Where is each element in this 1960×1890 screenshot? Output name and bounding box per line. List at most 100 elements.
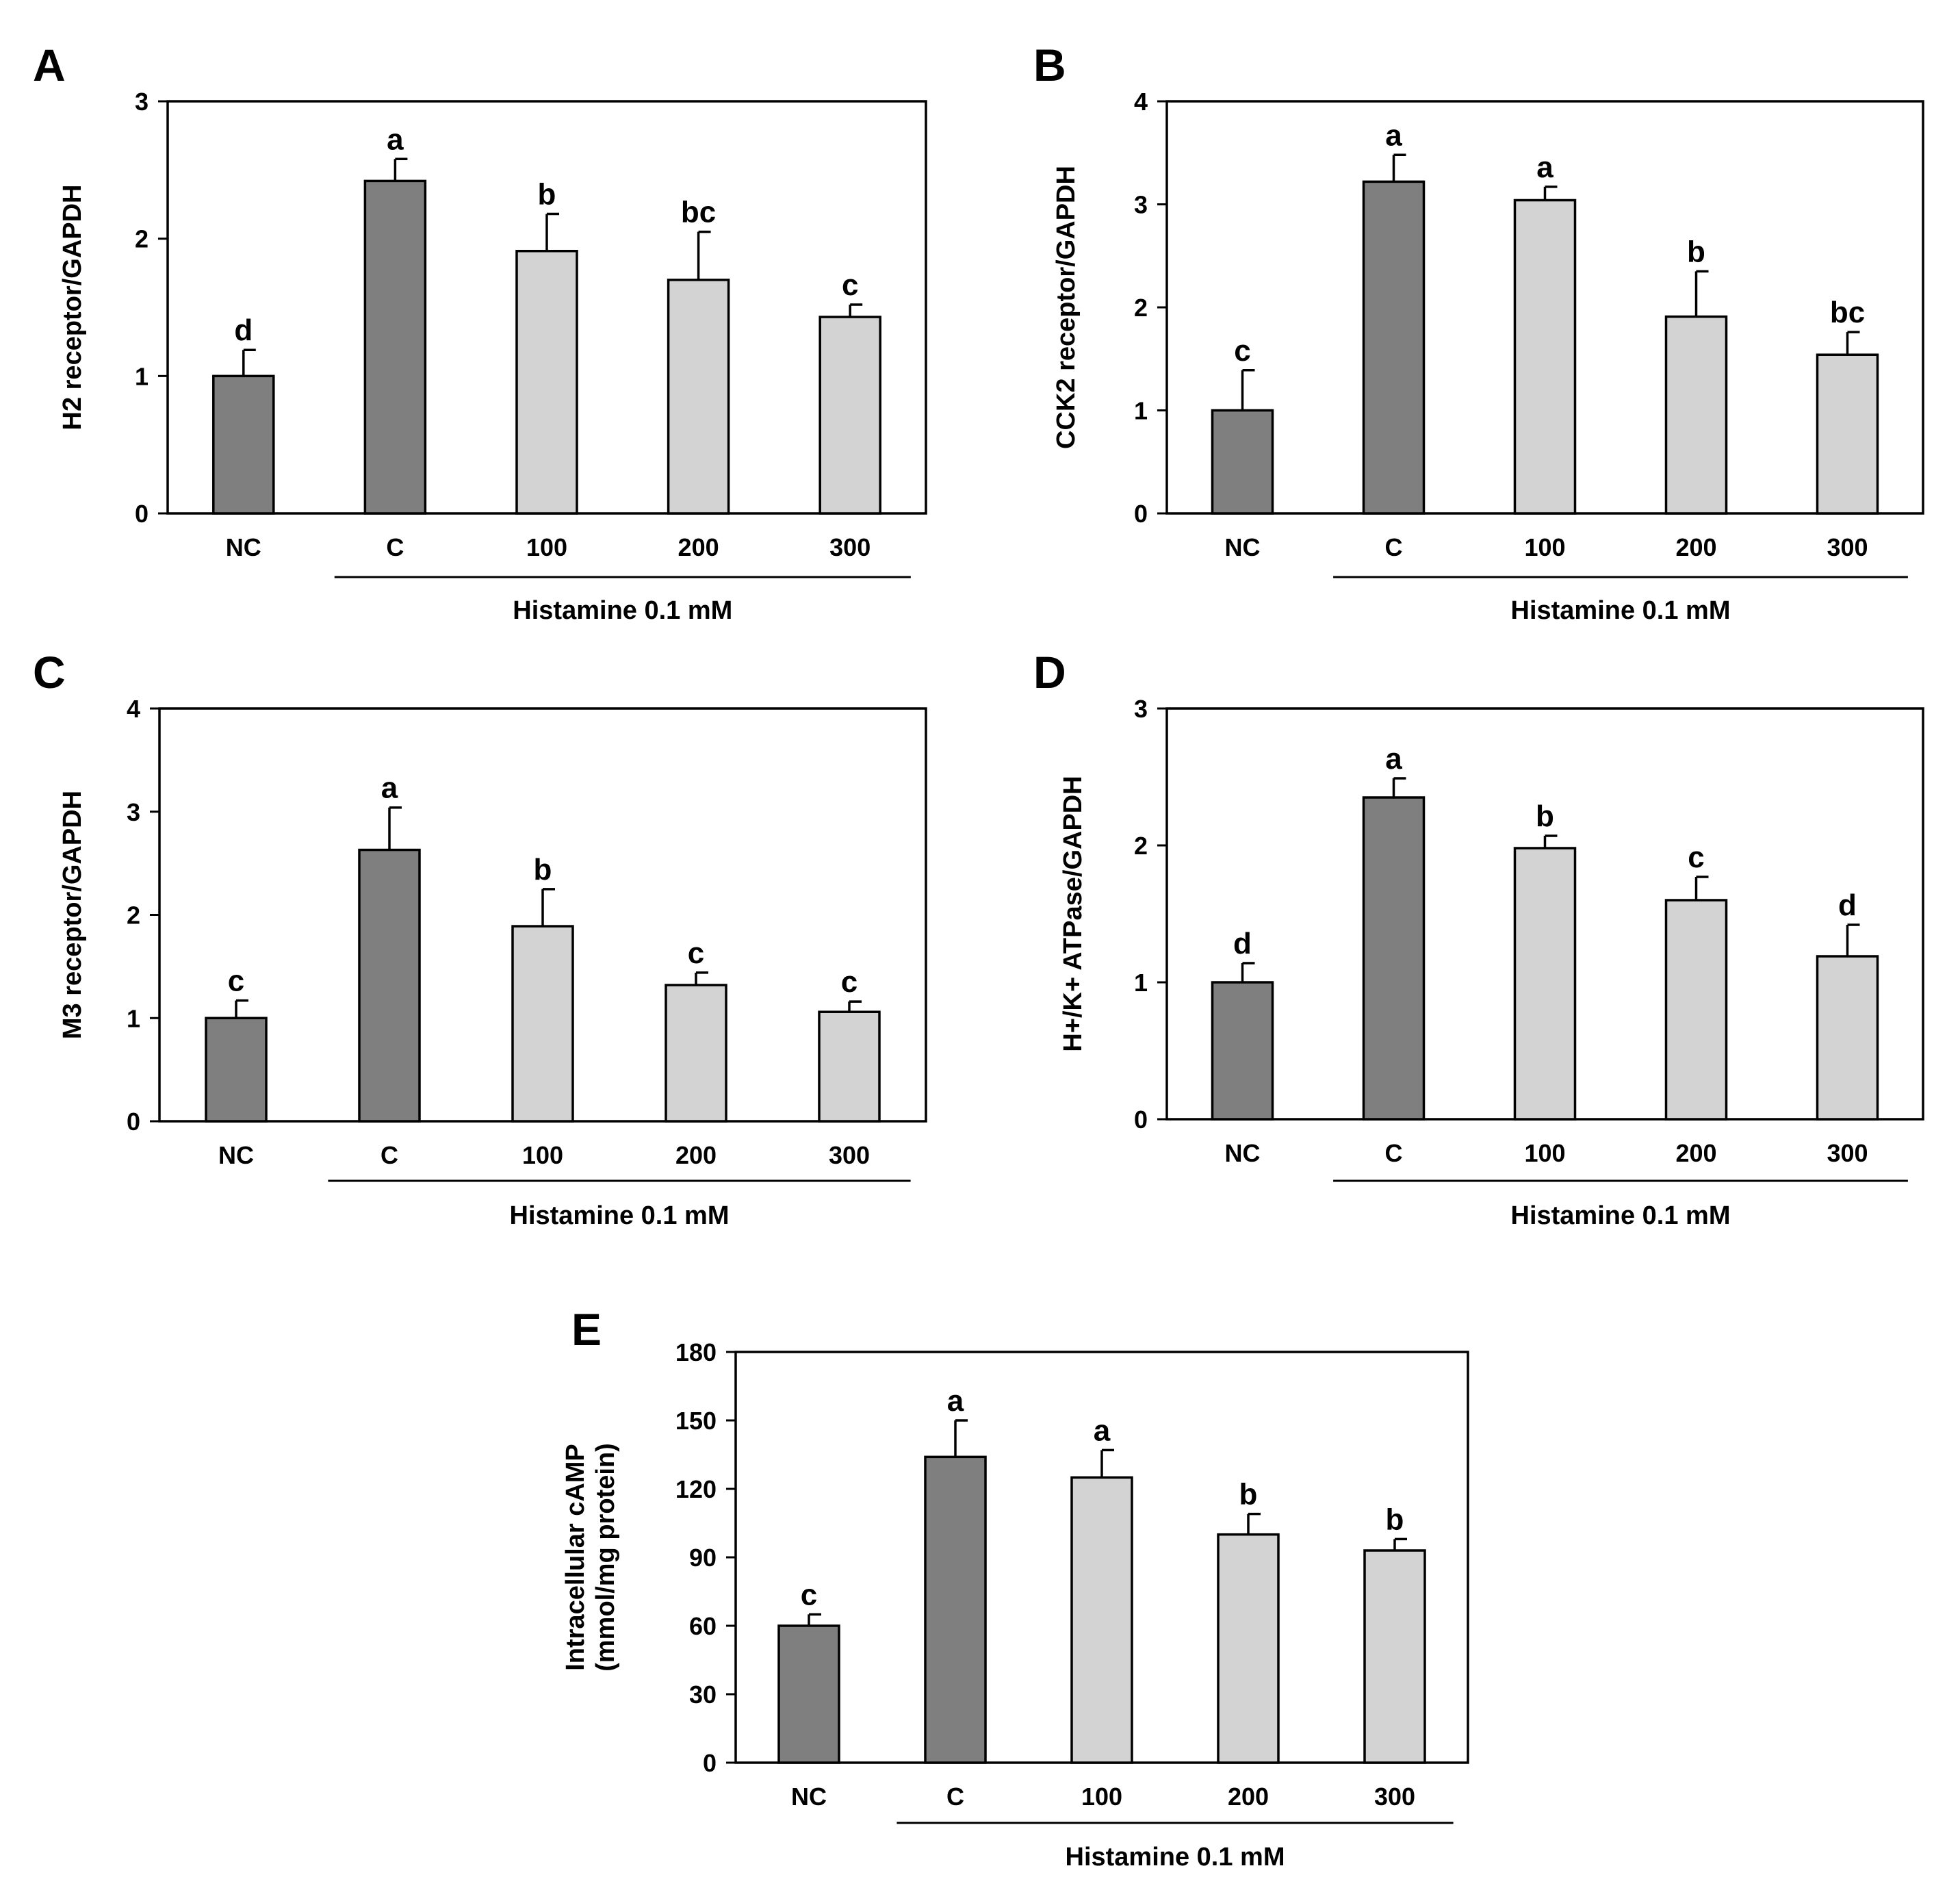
bar-c xyxy=(924,1455,987,1764)
x-tick-label: 300 xyxy=(1827,1139,1868,1167)
bar-nc xyxy=(1211,981,1274,1121)
chart-panel-a: A 0 1 2 3 H2 receptor/GAPDH d NC a Cb 100 bc 200 c 300… xyxy=(33,40,927,625)
bar-100 xyxy=(1513,199,1577,515)
significance-letter: a xyxy=(947,1384,964,1418)
panel-letter: A xyxy=(33,40,66,90)
y-tick-label: 0 xyxy=(127,1108,140,1136)
significance-letter: a xyxy=(1094,1414,1111,1447)
x-tick-label: 300 xyxy=(1374,1783,1415,1811)
significance-letter: d xyxy=(234,314,253,347)
y-axis-label: H+/K+ ATPase/GAPDH xyxy=(1059,776,1087,1051)
significance-letter: a xyxy=(1385,118,1402,152)
x-tick-label: NC xyxy=(1225,1139,1261,1167)
x-tick-label: 300 xyxy=(829,1141,870,1169)
y-tick-label: 30 xyxy=(689,1681,717,1709)
x-tick-label: 200 xyxy=(1675,533,1716,561)
significance-letter: bc xyxy=(681,196,716,229)
significance-letter: c xyxy=(228,965,244,998)
x-tick-label: 100 xyxy=(1524,1139,1565,1167)
y-tick-label: 0 xyxy=(703,1749,717,1777)
bar-100 xyxy=(1513,847,1577,1121)
bar-100 xyxy=(1070,1476,1133,1764)
y-tick-label: 0 xyxy=(1134,1106,1148,1134)
y-tick-label: 120 xyxy=(675,1475,717,1503)
x-tick-label: 200 xyxy=(1228,1783,1269,1811)
group-label: Histamine 0.1 mM xyxy=(510,1201,730,1230)
y-tick-label: 0 xyxy=(135,500,149,528)
panel-letter: E xyxy=(571,1304,602,1355)
x-tick-label: 300 xyxy=(829,533,871,561)
x-tick-label: 200 xyxy=(675,1141,717,1169)
bar-300 xyxy=(1816,353,1879,515)
group-label: Histamine 0.1 mM xyxy=(513,596,732,625)
bar-200 xyxy=(1664,315,1728,515)
significance-letter: c xyxy=(841,965,858,999)
y-tick-label: 4 xyxy=(1134,88,1148,116)
x-tick-label: 100 xyxy=(522,1141,563,1169)
x-tick-label: 100 xyxy=(1524,533,1565,561)
y-tick-label: 4 xyxy=(127,695,140,723)
x-tick-label: NC xyxy=(791,1783,827,1811)
chart-panel-b: B 0 1 2 3 4 CCK2 receptor/GAPDH c NC a Ca 100 b 200 bc… xyxy=(1033,40,1924,625)
bar-c xyxy=(358,848,421,1123)
bar-200 xyxy=(665,984,727,1123)
significance-letter: c xyxy=(1234,334,1250,368)
significance-letter: b xyxy=(534,853,552,886)
bar-300 xyxy=(1816,955,1879,1121)
y-tick-label: 1 xyxy=(127,1004,140,1032)
bar-nc xyxy=(212,374,275,515)
x-tick-label: NC xyxy=(1225,533,1261,561)
chart-panel-d: D 0 1 2 3 H+/K+ ATPase/GAPDH d NC a Cb 100 c 200 d 300… xyxy=(1033,647,1924,1230)
x-tick-label: C xyxy=(1385,1139,1403,1167)
y-axis-label: H2 receptor/GAPDH xyxy=(58,185,87,431)
x-tick-label: 100 xyxy=(526,533,567,561)
significance-letter: c xyxy=(688,936,704,970)
y-tick-label: 2 xyxy=(1134,294,1148,322)
bar-c xyxy=(1362,796,1426,1121)
significance-letter: a xyxy=(381,771,398,805)
y-tick-label: 1 xyxy=(1134,969,1148,997)
significance-letter: c xyxy=(801,1578,817,1611)
x-tick-label: C xyxy=(386,533,404,561)
significance-letter: c xyxy=(842,268,858,302)
y-axis-label: Intracellular cAMP xyxy=(561,1444,590,1671)
y-tick-label: 2 xyxy=(135,225,149,253)
x-tick-label: 200 xyxy=(678,533,719,561)
bar-300 xyxy=(818,1010,881,1123)
y-tick-label: 90 xyxy=(689,1544,717,1572)
bar-nc xyxy=(777,1624,840,1764)
significance-letter: b xyxy=(1386,1503,1404,1536)
chart-panel-e: E 0 30 60 90 120 150 180 Intracellular cAMP (mmol… xyxy=(561,1304,1469,1872)
significance-letter: a xyxy=(1536,151,1553,184)
bar-200 xyxy=(1217,1533,1280,1764)
significance-letter: b xyxy=(1239,1478,1258,1511)
chart-panel-c: C 0 1 2 3 4 M3 receptor/GAPDH c NC a Cb 100 c 200 c 300… xyxy=(33,647,927,1230)
panel-letter: B xyxy=(1033,40,1066,90)
y-tick-label: 3 xyxy=(127,798,140,826)
y-axis-label: M3 receptor/GAPDH xyxy=(58,791,87,1039)
significance-letter: a xyxy=(387,123,404,156)
x-tick-label: C xyxy=(1385,533,1403,561)
x-tick-label: 300 xyxy=(1827,533,1868,561)
bar-100 xyxy=(515,249,578,515)
bar-c xyxy=(1362,180,1426,515)
y-tick-label: 180 xyxy=(675,1338,717,1366)
bar-200 xyxy=(1664,899,1728,1121)
bar-100 xyxy=(511,925,574,1123)
x-tick-label: NC xyxy=(218,1141,254,1169)
y-tick-label: 1 xyxy=(1134,397,1148,425)
significance-letter: c xyxy=(1688,841,1704,874)
y-tick-label: 3 xyxy=(135,88,149,116)
significance-letter: b xyxy=(538,178,556,212)
bar-300 xyxy=(818,316,881,515)
y-axis-label: (mmol/mg protein) xyxy=(591,1443,620,1672)
y-tick-label: 2 xyxy=(1134,832,1148,860)
significance-letter: d xyxy=(1233,927,1252,960)
group-label: Histamine 0.1 mM xyxy=(1511,1201,1731,1230)
y-tick-label: 1 xyxy=(135,362,149,390)
y-tick-label: 60 xyxy=(689,1612,717,1640)
panel-letter: C xyxy=(33,647,66,698)
x-tick-label: C xyxy=(946,1783,964,1811)
y-tick-label: 150 xyxy=(675,1407,717,1435)
